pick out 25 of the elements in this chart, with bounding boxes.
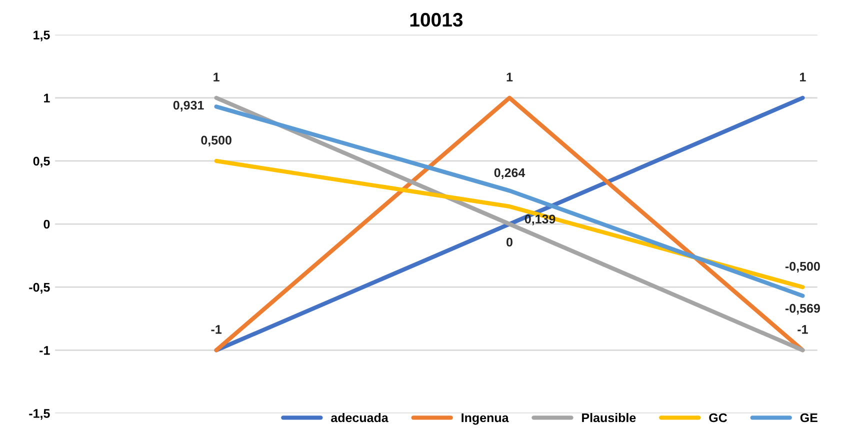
legend-label: Plausible [582, 413, 636, 422]
legend-label: GC [709, 413, 728, 422]
data-label: 0,139 [524, 214, 556, 226]
y-tick-label: 0,5 [33, 156, 50, 168]
legend-label: Ingenua [462, 413, 509, 425]
y-tick-label: 1,5 [34, 30, 50, 42]
data-label: 0,931 [173, 100, 204, 112]
y-tick-label: 0 [44, 220, 50, 229]
data-label: 1 [214, 72, 220, 82]
data-label: 0 [506, 238, 512, 247]
data-label: -0,500 [785, 262, 820, 273]
legend-label: GE [800, 413, 818, 422]
data-label: 1 [800, 72, 806, 82]
data-label: 0,264 [494, 168, 526, 179]
data-label: 1 [506, 72, 513, 82]
data-label: 0,500 [201, 136, 232, 146]
y-tick-label: -1,5 [29, 409, 50, 420]
y-tick-label: -0,5 [29, 282, 50, 294]
data-label: -0,569 [785, 304, 820, 315]
y-tick-label: 1 [44, 94, 50, 102]
chart-title: 10013 [410, 12, 463, 27]
data-label: -1 [798, 325, 808, 334]
data-label: -1 [211, 325, 222, 334]
legend-label: adecuada [331, 413, 388, 422]
y-tick-label: -1 [40, 346, 50, 355]
